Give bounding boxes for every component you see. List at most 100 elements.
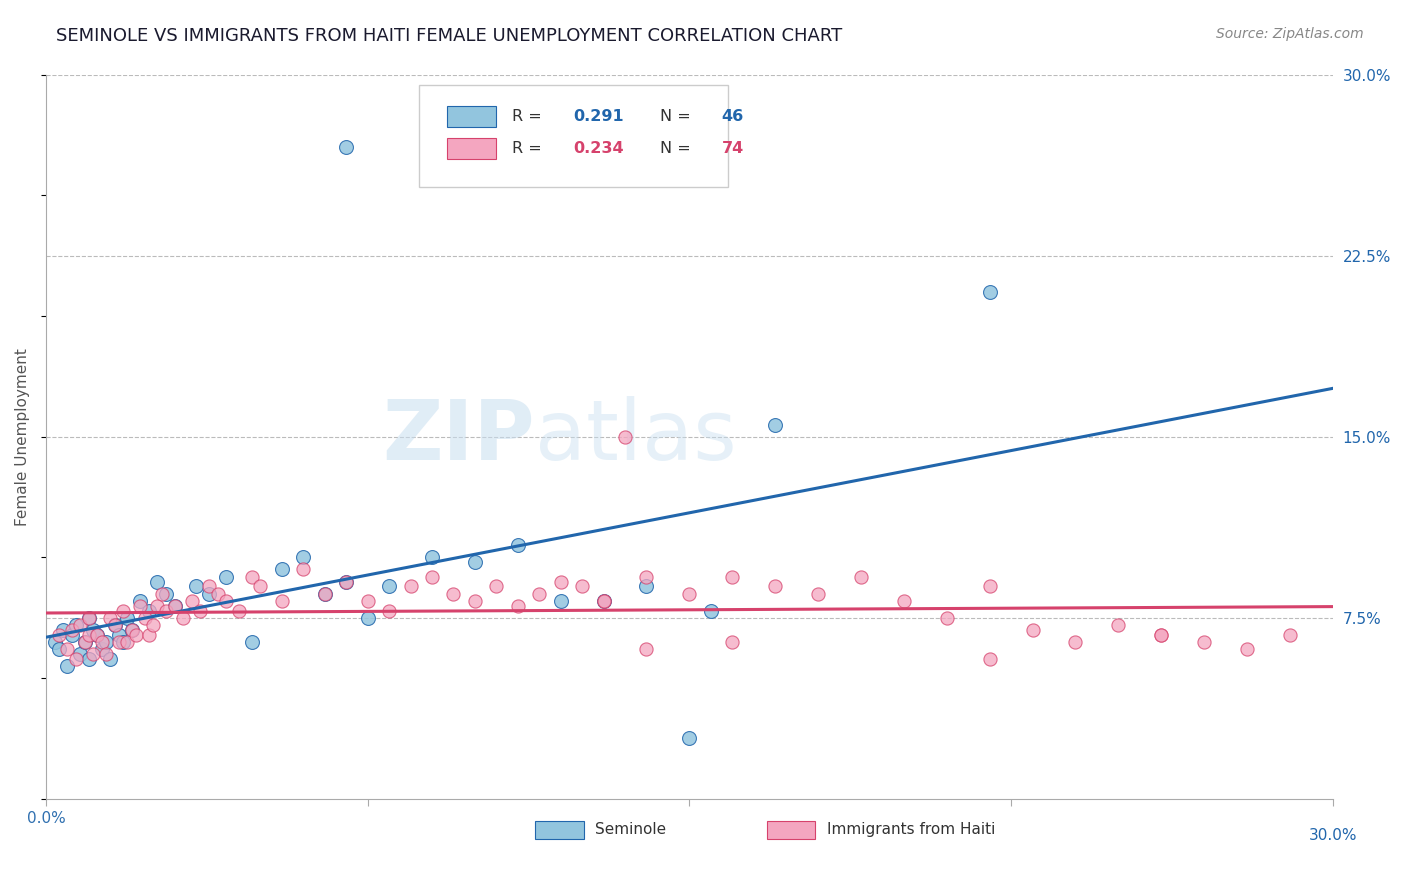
FancyBboxPatch shape <box>534 821 583 838</box>
Point <box>935 611 957 625</box>
Text: 0.234: 0.234 <box>574 141 624 156</box>
Point <box>979 285 1001 299</box>
Point <box>979 652 1001 666</box>
Point <box>1150 628 1173 642</box>
Point <box>678 586 700 600</box>
Point <box>60 628 83 642</box>
Point <box>378 579 401 593</box>
Point <box>82 647 104 661</box>
Text: Immigrants from Haiti: Immigrants from Haiti <box>827 822 995 838</box>
Point <box>134 611 156 625</box>
Point <box>56 642 79 657</box>
Point <box>69 618 91 632</box>
Point <box>399 579 422 593</box>
Point <box>73 635 96 649</box>
Point <box>335 574 357 589</box>
Point <box>592 594 614 608</box>
Point <box>207 586 229 600</box>
Point <box>249 579 271 593</box>
Point <box>636 642 658 657</box>
Point <box>65 652 87 666</box>
Point <box>48 628 70 642</box>
Point <box>314 586 336 600</box>
Point <box>104 618 127 632</box>
Point <box>163 599 186 613</box>
Point <box>108 635 131 649</box>
Point <box>138 603 160 617</box>
Text: Source: ZipAtlas.com: Source: ZipAtlas.com <box>1216 27 1364 41</box>
Point <box>464 555 486 569</box>
Point <box>90 642 112 657</box>
Point <box>270 594 292 608</box>
Point <box>77 628 100 642</box>
Point <box>357 594 380 608</box>
Point <box>240 570 263 584</box>
Point <box>112 635 135 649</box>
Point <box>94 635 117 649</box>
Point <box>163 599 186 613</box>
Point <box>142 618 165 632</box>
Point <box>56 659 79 673</box>
Text: N =: N = <box>659 109 696 124</box>
FancyBboxPatch shape <box>766 821 815 838</box>
Point <box>228 603 250 617</box>
Text: 74: 74 <box>721 141 744 156</box>
Point <box>292 550 315 565</box>
Point <box>77 611 100 625</box>
Point <box>1064 635 1087 649</box>
Point <box>614 430 637 444</box>
Point <box>77 611 100 625</box>
Point <box>190 603 212 617</box>
Point <box>104 618 127 632</box>
Point <box>571 579 593 593</box>
Point <box>420 570 443 584</box>
Point <box>112 603 135 617</box>
Point <box>678 731 700 746</box>
Point <box>700 603 723 617</box>
Point <box>215 570 238 584</box>
Point <box>69 647 91 661</box>
Point <box>117 611 139 625</box>
Point <box>117 635 139 649</box>
Point <box>443 586 465 600</box>
Text: Seminole: Seminole <box>595 822 666 838</box>
FancyBboxPatch shape <box>447 105 496 128</box>
Point <box>108 628 131 642</box>
Point <box>73 635 96 649</box>
Point <box>86 628 108 642</box>
Point <box>506 599 529 613</box>
Point <box>592 594 614 608</box>
Point <box>146 574 169 589</box>
Y-axis label: Female Unemployment: Female Unemployment <box>15 348 30 525</box>
Point <box>550 574 572 589</box>
Point <box>184 579 207 593</box>
Point <box>125 628 148 642</box>
Point <box>529 586 551 600</box>
Point <box>893 594 915 608</box>
Point <box>44 635 66 649</box>
Point <box>240 635 263 649</box>
Point <box>1150 628 1173 642</box>
Point <box>198 586 221 600</box>
FancyBboxPatch shape <box>447 137 496 160</box>
Text: 30.0%: 30.0% <box>1309 828 1357 843</box>
Point <box>98 611 121 625</box>
Point <box>65 618 87 632</box>
Point <box>378 603 401 617</box>
Point <box>464 594 486 608</box>
Point <box>1192 635 1215 649</box>
Text: 0.291: 0.291 <box>574 109 624 124</box>
Point <box>155 586 177 600</box>
Text: ZIP: ZIP <box>382 396 534 477</box>
Point <box>335 574 357 589</box>
Point <box>60 623 83 637</box>
Point <box>121 623 143 637</box>
Text: N =: N = <box>659 141 696 156</box>
Point <box>292 562 315 576</box>
Point <box>180 594 202 608</box>
Point <box>849 570 872 584</box>
Point <box>155 603 177 617</box>
Point <box>215 594 238 608</box>
Point <box>270 562 292 576</box>
Point <box>94 647 117 661</box>
